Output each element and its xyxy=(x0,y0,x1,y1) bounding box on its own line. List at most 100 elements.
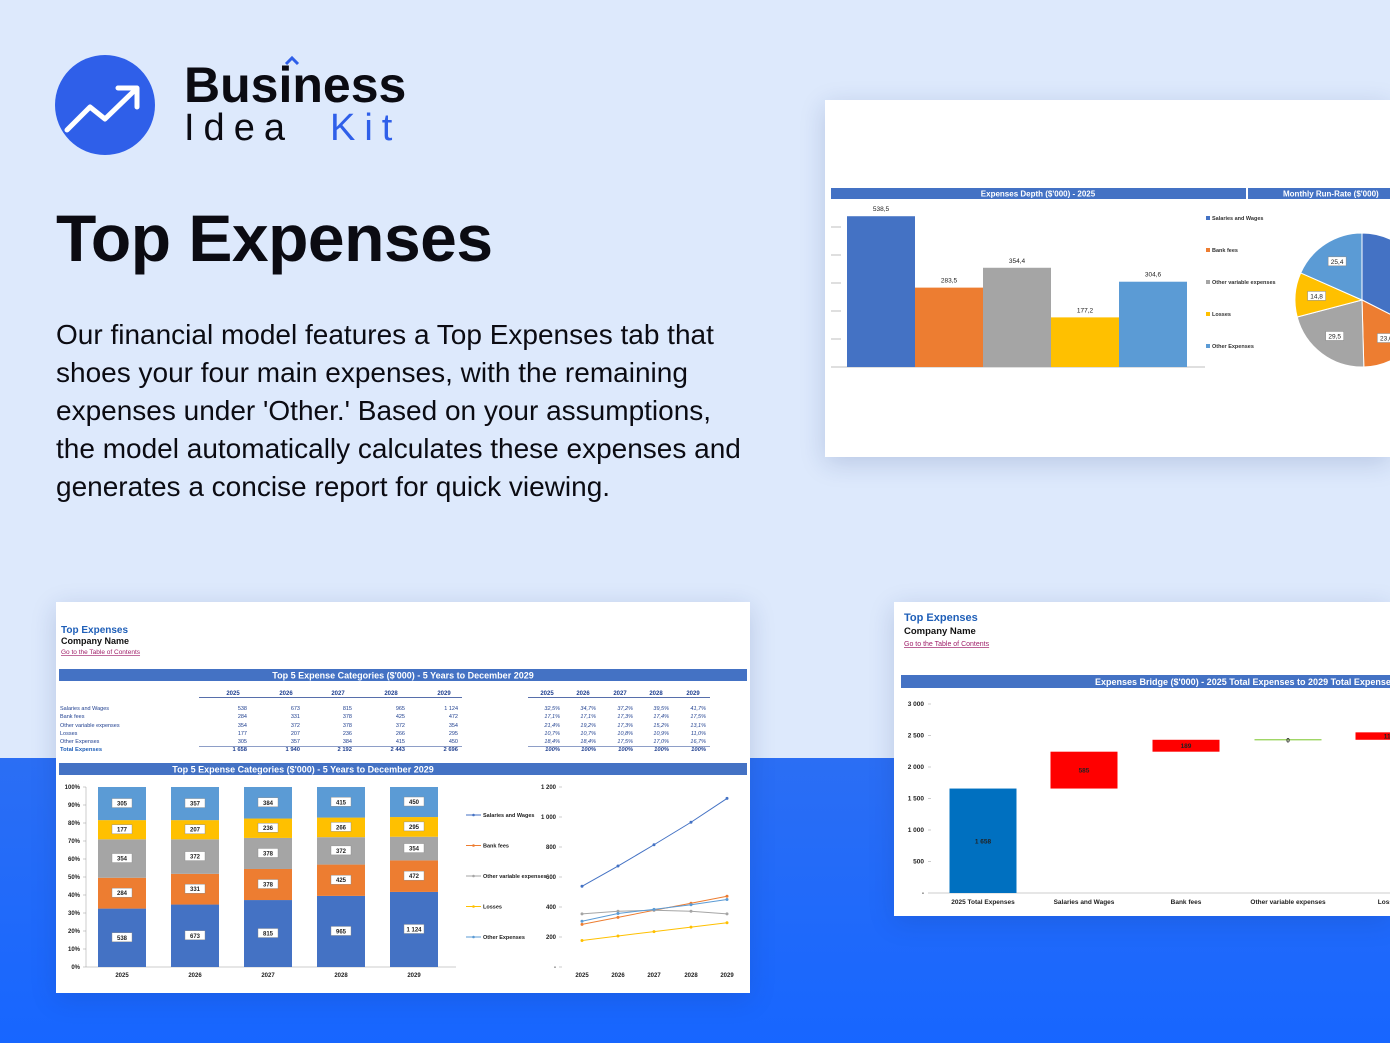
label-box xyxy=(184,798,206,808)
legend-label: Bank fees xyxy=(483,844,509,850)
value-label: 372 xyxy=(190,855,201,861)
percent-total: 100% xyxy=(654,747,669,753)
toc-link[interactable]: Go to the Table of Contents xyxy=(61,649,141,656)
bar xyxy=(1355,732,1390,740)
value-label: 304,6 xyxy=(1145,272,1162,279)
value-label: 354 xyxy=(117,857,128,863)
bar xyxy=(1119,281,1187,367)
point xyxy=(652,930,656,934)
percent-cell: 17,3% xyxy=(617,714,633,720)
value-label: 378 xyxy=(263,851,274,857)
legend-marker xyxy=(472,813,475,817)
logo-arrow xyxy=(64,87,138,133)
value-label: 189 xyxy=(1181,743,1192,750)
point xyxy=(616,864,620,868)
year-header: 2026 xyxy=(279,691,293,697)
label-box xyxy=(111,887,133,898)
point xyxy=(616,911,620,915)
legend-marker xyxy=(472,905,475,908)
label-box xyxy=(111,798,133,808)
heading: Top Expenses xyxy=(56,201,493,275)
percent-cell: 18,4% xyxy=(544,739,560,745)
label-box xyxy=(403,870,425,881)
value-label: 29,5 xyxy=(1328,333,1341,340)
percent-cell: 10,8% xyxy=(617,731,633,737)
x-tick-label: 2025 Total Expenses xyxy=(951,899,1015,906)
x-tick-label: Bank fees xyxy=(1171,899,1202,906)
cell: 177 xyxy=(238,731,247,737)
title-banner xyxy=(59,669,747,681)
percent-cell: 17,5% xyxy=(617,739,633,745)
pie-slice xyxy=(1361,232,1390,315)
cell: 1 124 xyxy=(444,706,458,712)
x-tick-label: 2029 xyxy=(720,973,734,979)
label-box xyxy=(257,797,279,807)
point xyxy=(725,898,729,901)
value-label: 378 xyxy=(263,883,274,889)
label-box xyxy=(184,824,206,834)
value-label: 25,4 xyxy=(1331,259,1344,266)
pie-slice xyxy=(1300,232,1363,301)
year-header: 2029 xyxy=(437,691,451,697)
cell: 538 xyxy=(238,706,247,712)
legend-label: Other Expenses xyxy=(483,935,525,941)
legend-marker xyxy=(472,874,475,878)
value-label: 295 xyxy=(409,825,420,831)
title-banner xyxy=(901,675,1390,688)
legend-label: Salaries and Wages xyxy=(483,813,534,819)
x-tick-label: 2028 xyxy=(334,973,348,979)
point xyxy=(725,796,729,800)
legend-label: Losses xyxy=(483,905,502,911)
label-box xyxy=(1325,331,1344,341)
total-cell: 1 658 xyxy=(232,747,247,753)
row-label: Total Expenses xyxy=(60,747,102,753)
percent-total: 100% xyxy=(545,747,560,753)
label-box xyxy=(257,928,279,938)
value-label: 425 xyxy=(336,878,347,884)
logo-circle xyxy=(55,55,155,155)
y-tick-label: 2 000 xyxy=(908,764,925,771)
percent-cell: 37,2% xyxy=(617,706,633,712)
chart-title: Expenses Bridge ($'000) - 2025 Total Exp… xyxy=(1095,677,1390,687)
percent-cell: 32,5% xyxy=(544,706,560,712)
label-box xyxy=(257,823,279,833)
y-tick-label: 500 xyxy=(913,859,924,866)
legend-swatch xyxy=(1206,280,1210,284)
y-tick-label: 60% xyxy=(68,857,81,863)
y-tick-label: 50% xyxy=(68,875,81,881)
value-label: 538 xyxy=(117,936,128,942)
total-cell: 1 940 xyxy=(285,747,300,753)
percent-cell: 17,4% xyxy=(653,714,669,720)
percent-cell: 41,7% xyxy=(690,706,706,712)
value-label: 284 xyxy=(117,891,128,897)
point xyxy=(689,820,693,824)
panel-bridge: Top Expenses Company Name Go to the Table … xyxy=(894,602,1390,916)
y-tick-label: 1 000 xyxy=(908,827,925,834)
bar xyxy=(983,267,1051,367)
cell: 207 xyxy=(291,731,300,737)
label-box xyxy=(403,821,425,832)
percent-cell: 21,4% xyxy=(543,723,560,729)
title-banner xyxy=(1248,188,1390,199)
y-tick-label: 70% xyxy=(68,839,81,845)
y-tick-label: 1 000 xyxy=(541,815,557,821)
y-tick-label: 10% xyxy=(68,947,81,953)
cell: 415 xyxy=(396,739,405,745)
percent-cell: 10,7% xyxy=(544,731,560,737)
point xyxy=(580,919,584,923)
y-tick-label: 20% xyxy=(68,929,81,935)
cell: 378 xyxy=(343,714,352,720)
cell: 236 xyxy=(343,731,352,737)
y-tick-label: 1 200 xyxy=(541,785,557,791)
percent-cell: 17,5% xyxy=(690,714,706,720)
cell: 965 xyxy=(396,706,405,712)
value-label: 207 xyxy=(190,828,201,834)
toc-link[interactable]: Go to the Table of Contents xyxy=(904,641,990,648)
chart-title: Expenses Depth ($'000) - 2025 xyxy=(981,190,1096,199)
x-tick-label: 2028 xyxy=(684,973,698,979)
bar xyxy=(915,287,983,367)
legend-label: Losses xyxy=(1212,312,1231,318)
percent-cell: 17,1% xyxy=(580,714,596,720)
percent-total: 100% xyxy=(691,747,706,753)
